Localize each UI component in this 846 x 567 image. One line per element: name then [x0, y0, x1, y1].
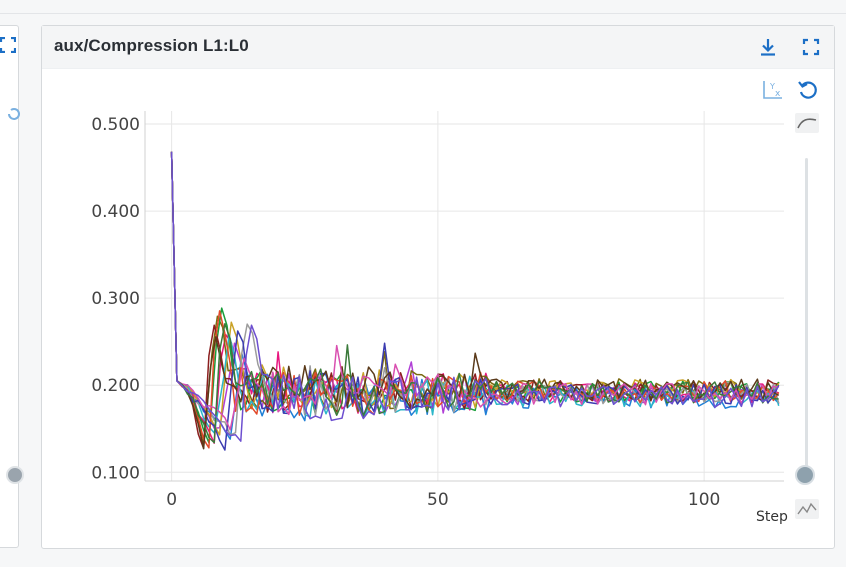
- top-divider: [0, 13, 846, 14]
- series-line: [170, 151, 780, 447]
- series-line: [170, 151, 780, 436]
- chart-axes: [144, 111, 784, 482]
- x-tick-label: 0: [166, 490, 177, 510]
- smoothing-slider-knob[interactable]: [6, 466, 24, 484]
- line-chart: 0.100 0.200 0.300 0.400 0.500 0 50 100: [91, 111, 784, 510]
- smoothing-slider-track[interactable]: [805, 158, 808, 476]
- expand-icon[interactable]: [0, 37, 16, 53]
- chart-tick-labels: 0.100 0.200 0.300 0.400 0.500 0 50 100: [91, 115, 720, 510]
- refresh-icon[interactable]: [6, 106, 22, 122]
- y-tick-label: 0.100: [91, 463, 140, 483]
- chart-series: [170, 151, 780, 451]
- y-tick-label: 0.500: [91, 115, 140, 135]
- x-tick-label: 100: [688, 490, 720, 510]
- x-tick-label: 50: [427, 490, 449, 510]
- refresh-icon[interactable]: [796, 78, 820, 102]
- expand-icon[interactable]: [799, 35, 823, 59]
- smoothing-slider-knob[interactable]: [795, 465, 815, 485]
- smooth-curve-icon[interactable]: [794, 112, 820, 134]
- raw-data-icon[interactable]: [794, 498, 820, 520]
- y-tick-label: 0.400: [91, 202, 140, 222]
- svg-text:x: x: [775, 89, 781, 99]
- series-line: [170, 151, 780, 450]
- chart-grid: [145, 111, 784, 481]
- svg-text:Y: Y: [769, 82, 775, 91]
- panel-title: aux/Compression L1:L0: [54, 36, 249, 55]
- series-line: [170, 151, 780, 451]
- series-line: [170, 151, 780, 442]
- y-tick-label: 0.300: [91, 289, 140, 309]
- reset-axes-icon[interactable]: Y x: [761, 78, 785, 102]
- y-tick-label: 0.200: [91, 376, 140, 396]
- download-icon[interactable]: [756, 35, 780, 59]
- x-axis-label: Step: [756, 509, 788, 525]
- panel-header: aux/Compression L1:L0: [42, 26, 834, 69]
- chart-panel: aux/Compression L1:L0 Y x 0.100 0.200 0.30…: [41, 25, 835, 549]
- neighbor-panel-edge: [0, 25, 24, 548]
